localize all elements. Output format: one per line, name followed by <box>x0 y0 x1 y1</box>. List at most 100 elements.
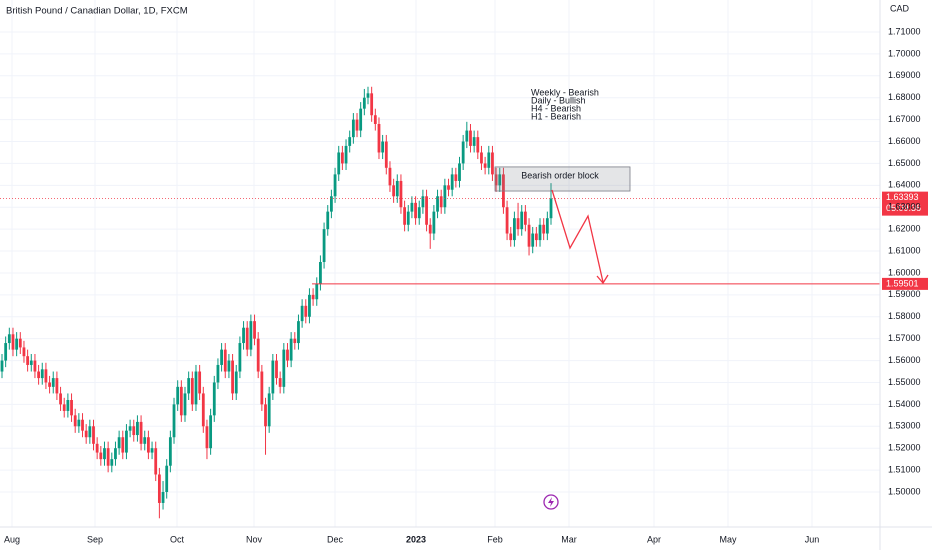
candle-body <box>421 196 425 208</box>
annotation: Daily - Bullish <box>531 95 586 105</box>
candle-body <box>458 163 461 181</box>
candle-body <box>201 393 205 427</box>
x-tick-label: Sep <box>87 534 103 544</box>
candle-body <box>403 207 406 225</box>
candle-body <box>220 349 223 365</box>
candle-body <box>88 426 92 438</box>
candle-body <box>461 141 465 164</box>
candle-body <box>333 174 337 197</box>
y-tick-label: 1.54000 <box>888 399 921 409</box>
candle-body <box>297 321 300 344</box>
annotation: H4 - Bearish <box>531 103 581 113</box>
candle-body <box>359 108 363 131</box>
candle-body <box>377 124 381 153</box>
x-tick-label: Oct <box>170 534 185 544</box>
candle-body <box>549 198 553 219</box>
candle-body <box>491 152 494 175</box>
arrow-head <box>596 274 609 285</box>
candle-body <box>256 338 260 372</box>
candle-body <box>395 180 399 197</box>
candle-body <box>157 474 161 503</box>
candle-body <box>527 224 531 247</box>
candle-body <box>161 492 165 503</box>
y-tick-label: 1.50000 <box>888 486 921 496</box>
candle-body <box>44 369 48 383</box>
y-tick-label: 1.52000 <box>888 443 921 453</box>
y-tick-label: 1.59000 <box>888 289 921 299</box>
candle-body <box>381 141 385 153</box>
candle-body <box>278 378 282 387</box>
y-tick-label: 1.56000 <box>888 355 921 365</box>
candle-body <box>373 115 377 124</box>
candles <box>0 86 553 519</box>
candle-body <box>304 305 308 317</box>
candle-body <box>238 343 242 372</box>
candle-body <box>355 119 359 131</box>
candle-body <box>106 448 110 466</box>
candle-body <box>70 400 73 416</box>
y-tick-label: 1.66000 <box>888 136 921 146</box>
y-tick-label: 1.61000 <box>888 245 921 255</box>
candle-body <box>337 152 341 175</box>
candle-body <box>139 421 143 444</box>
y-tick-label: 1.51000 <box>888 464 921 474</box>
y-tick-label: 1.62000 <box>888 224 921 234</box>
y-tick-label: 1.70000 <box>888 48 921 58</box>
y-tick-label: 1.71000 <box>888 26 921 36</box>
annotation: H1 - Bearish <box>531 111 581 121</box>
candle-body <box>370 93 374 116</box>
candle-body <box>267 393 271 427</box>
candle-body <box>37 371 40 379</box>
candle-body <box>534 233 538 241</box>
y-tick-label: 1.53000 <box>888 421 921 431</box>
candle-body <box>114 448 117 460</box>
candle-body <box>147 437 150 453</box>
candle-body <box>351 119 355 138</box>
candle-body <box>194 371 198 405</box>
candle-body <box>95 443 99 453</box>
y-tick-label: 1.67000 <box>888 114 921 124</box>
currency-label: CAD <box>890 3 910 13</box>
candle-body <box>190 378 194 405</box>
event-icon[interactable] <box>543 494 559 510</box>
current-price-tag <box>882 191 928 216</box>
x-tick-label: Mar <box>561 534 577 544</box>
candle-body <box>432 211 436 234</box>
candle-body <box>227 360 231 372</box>
candle-body <box>271 360 275 394</box>
candle-body <box>417 207 421 219</box>
y-tick-label: 1.63000 <box>888 202 921 212</box>
y-tick-label: 1.68000 <box>888 92 921 102</box>
candle-body <box>33 360 37 372</box>
candle-body <box>311 294 315 300</box>
candle-body <box>520 211 524 230</box>
x-tick-label: 2023 <box>406 534 426 544</box>
candle-body <box>92 426 95 444</box>
countdown-label: 05:09:36 <box>886 203 921 213</box>
candle-body <box>29 360 33 365</box>
candle-body <box>538 224 542 241</box>
candle-body <box>231 360 234 394</box>
candle-body <box>59 393 62 405</box>
candle-body <box>315 283 319 300</box>
y-tick-label: 1.69000 <box>888 70 921 80</box>
candle-body <box>439 196 443 208</box>
candle-body <box>516 218 520 230</box>
candle-body <box>523 211 527 225</box>
candle-body <box>487 152 491 168</box>
candle-body <box>7 334 11 344</box>
candle-body <box>483 163 487 168</box>
candle-body <box>414 202 417 219</box>
candle-body <box>494 174 498 186</box>
candle-body <box>399 180 403 208</box>
candle-body <box>121 437 125 453</box>
candle-body <box>81 419 84 431</box>
y-tick-label: 1.57000 <box>888 333 921 343</box>
x-tick-label: Feb <box>487 534 503 544</box>
candle-body <box>125 430 128 453</box>
candle-body <box>212 382 216 416</box>
x-tick-label: Dec <box>327 534 344 544</box>
